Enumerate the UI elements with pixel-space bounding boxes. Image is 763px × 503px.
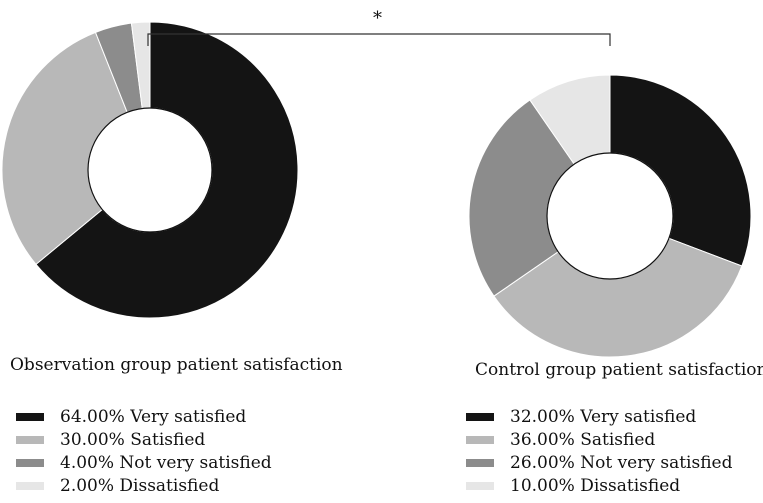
legend-label: 30.00% Satisfied <box>60 429 206 450</box>
legend-label: 10.00% Dissatisfied <box>510 475 681 496</box>
legend-swatch <box>466 458 494 467</box>
control-chart-title: Control group patient satisfaction <box>475 360 763 380</box>
legend-swatch <box>16 458 44 467</box>
legend-label: 26.00% Not very satisfied <box>510 452 733 473</box>
legend-item: 10.00% Dissatisfied <box>466 474 733 497</box>
legend-item: 36.00% Satisfied <box>466 428 733 451</box>
legend-item: 30.00% Satisfied <box>16 428 272 451</box>
legend-label: 2.00% Dissatisfied <box>60 475 220 496</box>
legend-label: 4.00% Not very satisfied <box>60 452 272 473</box>
legend-label: 64.00% Very satisfied <box>60 406 247 427</box>
legend-item: 2.00% Dissatisfied <box>16 474 272 497</box>
control-legend: 32.00% Very satisfied 36.00% Satisfied 2… <box>466 405 733 497</box>
legend-swatch <box>466 435 494 444</box>
legend-swatch <box>16 412 44 421</box>
legend-swatch <box>466 412 494 421</box>
control-donut-hole <box>546 152 674 280</box>
legend-swatch <box>16 481 44 490</box>
observation-donut-hole <box>87 107 213 233</box>
observation-legend: 64.00% Very satisfied 30.00% Satisfied 4… <box>16 405 272 497</box>
legend-item: 4.00% Not very satisfied <box>16 451 272 474</box>
legend-swatch <box>466 481 494 490</box>
legend-item: 64.00% Very satisfied <box>16 405 272 428</box>
legend-swatch <box>16 435 44 444</box>
significance-marker: * <box>373 8 382 29</box>
legend-item: 32.00% Very satisfied <box>466 405 733 428</box>
legend-item: 26.00% Not very satisfied <box>466 451 733 474</box>
legend-label: 36.00% Satisfied <box>510 429 656 450</box>
significance-bracket <box>147 33 611 46</box>
observation-chart-title: Observation group patient satisfaction <box>10 355 343 375</box>
legend-label: 32.00% Very satisfied <box>510 406 697 427</box>
